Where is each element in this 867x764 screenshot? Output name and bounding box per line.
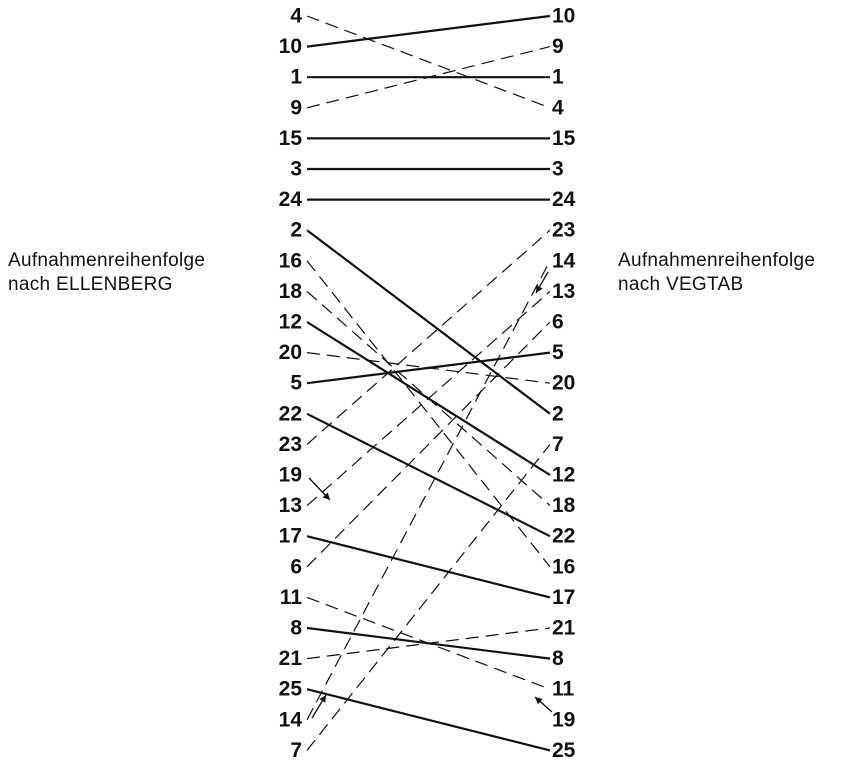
right-rank-label: 13 bbox=[552, 280, 575, 303]
right-rank-label: 24 bbox=[552, 188, 576, 211]
left-rank-label: 3 bbox=[290, 158, 302, 181]
arrow-markers bbox=[308, 271, 553, 719]
right-rank-label: 23 bbox=[552, 219, 575, 242]
right-rank-label: 8 bbox=[552, 647, 564, 670]
left-rank-label: 12 bbox=[279, 311, 302, 334]
left-caption-line-2: nach ELLENBERG bbox=[8, 274, 173, 295]
left-number-column: 4101915324216181220522231913176118212514… bbox=[279, 5, 303, 762]
right-rank-label: 5 bbox=[552, 341, 564, 364]
right-rank-label: 16 bbox=[552, 555, 575, 578]
connector-line-4 bbox=[306, 15, 551, 109]
right-rank-label: 20 bbox=[552, 372, 575, 395]
left-rank-label: 8 bbox=[290, 617, 302, 640]
right-rank-label: 17 bbox=[552, 586, 575, 609]
connector-line-23 bbox=[306, 229, 551, 445]
connector-line-7 bbox=[306, 444, 551, 751]
connector-lines bbox=[306, 14, 551, 752]
left-rank-label: 23 bbox=[279, 433, 302, 456]
connector-line-10 bbox=[306, 14, 551, 48]
left-rank-label: 11 bbox=[280, 586, 303, 609]
right-rank-label: 4 bbox=[552, 96, 564, 119]
arrow-marker-14-left bbox=[311, 694, 327, 719]
right-rank-label: 21 bbox=[552, 617, 576, 640]
left-rank-label: 1 bbox=[290, 66, 302, 89]
connector-line-5 bbox=[306, 351, 551, 385]
right-rank-label: 11 bbox=[552, 678, 575, 701]
left-axis-caption: Aufnahmenreihenfolge nach ELLENBERG bbox=[8, 249, 205, 297]
left-rank-label: 2 bbox=[290, 219, 302, 242]
left-rank-label: 13 bbox=[279, 494, 302, 517]
left-rank-label: 6 bbox=[290, 555, 302, 578]
connector-line-13 bbox=[306, 290, 551, 507]
left-rank-label: 14 bbox=[279, 708, 303, 731]
connector-line-21 bbox=[306, 627, 551, 660]
left-caption-line-1: Aufnahmenreihenfolge bbox=[8, 250, 206, 271]
left-rank-label: 5 bbox=[290, 372, 302, 395]
left-rank-label: 17 bbox=[279, 525, 302, 548]
right-rank-label: 1 bbox=[552, 66, 564, 89]
right-caption-line-1: Aufnahmenreihenfolge bbox=[618, 250, 816, 271]
right-axis-caption: Aufnahmenreihenfolge nach VEGTAB bbox=[618, 249, 815, 297]
right-rank-label: 12 bbox=[552, 464, 575, 487]
connector-line-14 bbox=[306, 260, 551, 721]
right-rank-label: 7 bbox=[552, 433, 564, 456]
left-rank-label: 22 bbox=[279, 402, 302, 425]
right-rank-label: 3 bbox=[552, 158, 564, 181]
left-rank-label: 20 bbox=[279, 341, 302, 364]
left-rank-label: 7 bbox=[290, 739, 302, 762]
connector-line-22 bbox=[306, 412, 551, 538]
connector-line-9 bbox=[306, 46, 551, 109]
right-rank-label: 9 bbox=[552, 35, 564, 58]
connector-line-25 bbox=[306, 688, 551, 752]
right-rank-label: 10 bbox=[552, 5, 575, 28]
right-rank-label: 2 bbox=[552, 402, 564, 425]
right-rank-label: 15 bbox=[552, 127, 576, 150]
connector-line-2 bbox=[306, 229, 551, 415]
right-rank-label: 19 bbox=[552, 708, 575, 731]
right-rank-label: 22 bbox=[552, 525, 575, 548]
right-caption-line-2: nach VEGTAB bbox=[618, 274, 744, 295]
left-rank-label: 16 bbox=[279, 249, 302, 272]
connector-line-16 bbox=[306, 260, 551, 568]
left-rank-label: 19 bbox=[279, 464, 302, 487]
left-rank-label: 24 bbox=[279, 188, 303, 211]
left-rank-label: 10 bbox=[279, 35, 302, 58]
right-rank-label: 18 bbox=[552, 494, 576, 517]
arrow-marker-19-left bbox=[308, 477, 331, 501]
right-rank-label: 14 bbox=[552, 249, 576, 272]
right-rank-label: 6 bbox=[552, 311, 564, 334]
right-rank-label: 25 bbox=[552, 739, 576, 762]
left-rank-label: 21 bbox=[279, 647, 303, 670]
arrow-marker-19-right bbox=[534, 696, 553, 713]
left-rank-label: 25 bbox=[279, 678, 303, 701]
right-number-column: 1091415324231413652027121822161721811192… bbox=[552, 5, 576, 762]
left-rank-label: 15 bbox=[279, 127, 303, 150]
connector-line-6 bbox=[306, 321, 551, 568]
left-rank-label: 18 bbox=[279, 280, 303, 303]
arrow-marker-14-right bbox=[535, 271, 549, 294]
left-rank-label: 9 bbox=[290, 96, 302, 119]
connector-line-17 bbox=[306, 535, 551, 599]
left-rank-label: 4 bbox=[290, 5, 302, 28]
